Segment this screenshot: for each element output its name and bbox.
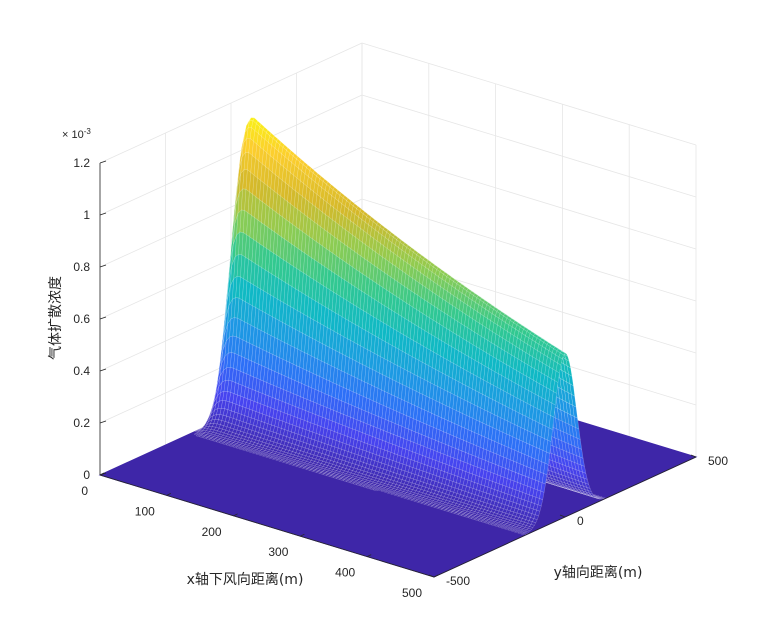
grid-line: [361, 42, 697, 146]
plume-surface: [98, 117, 698, 578]
grid-line: [361, 94, 697, 198]
grid-line: [361, 146, 697, 250]
grid-line: [361, 198, 697, 302]
